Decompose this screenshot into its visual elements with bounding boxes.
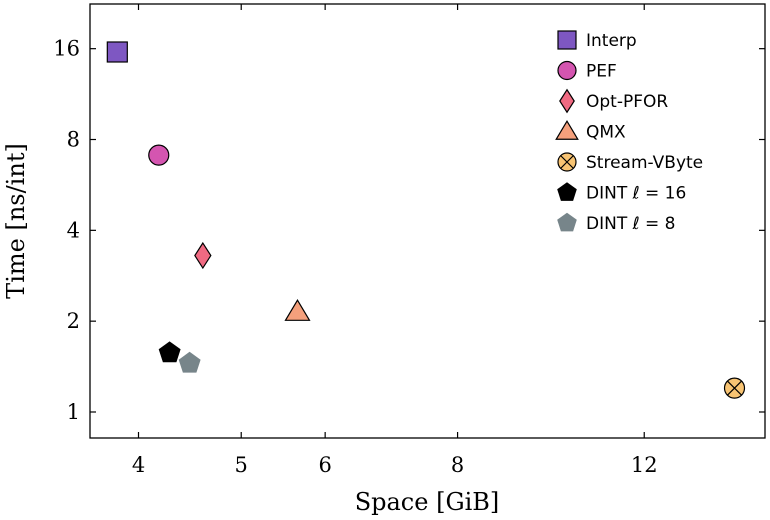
y-tick-label: 8 — [67, 128, 80, 152]
data-point-5 — [158, 341, 181, 363]
legend-label: DINT ℓ = 8 — [586, 214, 676, 234]
legend-marker — [557, 182, 577, 201]
y-axis-title: Time [ns/int] — [2, 143, 30, 299]
data-point-2 — [194, 241, 212, 270]
x-tick-label: 6 — [318, 453, 331, 477]
legend-entry: PEF — [557, 60, 617, 82]
legend-entry: DINT ℓ = 8 — [557, 212, 676, 234]
x-axis-title: Space [GiB] — [355, 488, 500, 516]
legend-marker — [555, 119, 579, 140]
data-points — [106, 41, 746, 399]
legend-label: Opt-PFOR — [586, 92, 668, 112]
point-marker-cross — [727, 380, 742, 396]
point-marker — [148, 144, 170, 166]
legend-label: Stream-VByte — [586, 153, 703, 173]
data-point-1 — [148, 144, 170, 166]
data-point-0 — [106, 41, 128, 63]
legend-entry: Opt-PFOR — [559, 88, 668, 114]
legend-label: QMX — [586, 123, 626, 143]
y-axis-ticks: 1 2 4 8 16 — [53, 37, 765, 424]
legend-marker — [557, 212, 577, 232]
plot-frame — [89, 3, 766, 439]
legend: Interp PEF Opt-PFOR QMX Stream-VByte DINT ℓ =… — [555, 30, 703, 234]
legend-marker — [557, 60, 577, 81]
x-tick-label: 4 — [132, 453, 145, 477]
legend-marker — [559, 88, 575, 114]
data-point-4 — [723, 377, 746, 399]
legend-label: Interp — [586, 31, 637, 51]
y-tick-label: 1 — [67, 400, 80, 424]
point-marker — [284, 299, 311, 321]
y-tick-label: 2 — [67, 309, 80, 333]
x-tick-label: 12 — [631, 453, 658, 477]
legend-label: DINT ℓ = 16 — [586, 184, 686, 204]
y-tick-label: 4 — [67, 218, 80, 242]
x-tick-label: 8 — [451, 453, 464, 477]
y-tick-label: 16 — [53, 37, 80, 61]
legend-entry: DINT ℓ = 16 — [557, 182, 686, 204]
legend-marker-cross — [560, 155, 574, 169]
point-marker — [178, 351, 201, 373]
legend-marker — [557, 30, 577, 50]
data-point-6 — [178, 351, 201, 373]
legend-entry: Interp — [557, 30, 637, 51]
point-marker — [106, 41, 128, 63]
legend-entry: Stream-VByte — [557, 152, 703, 173]
x-axis-ticks: 4 5 6 8 12 — [132, 4, 658, 477]
x-tick-label: 5 — [235, 453, 248, 477]
legend-entry: QMX — [555, 119, 626, 143]
data-point-3 — [284, 299, 311, 321]
point-marker — [194, 241, 212, 270]
legend-label: PEF — [586, 62, 617, 82]
point-marker — [158, 341, 181, 363]
